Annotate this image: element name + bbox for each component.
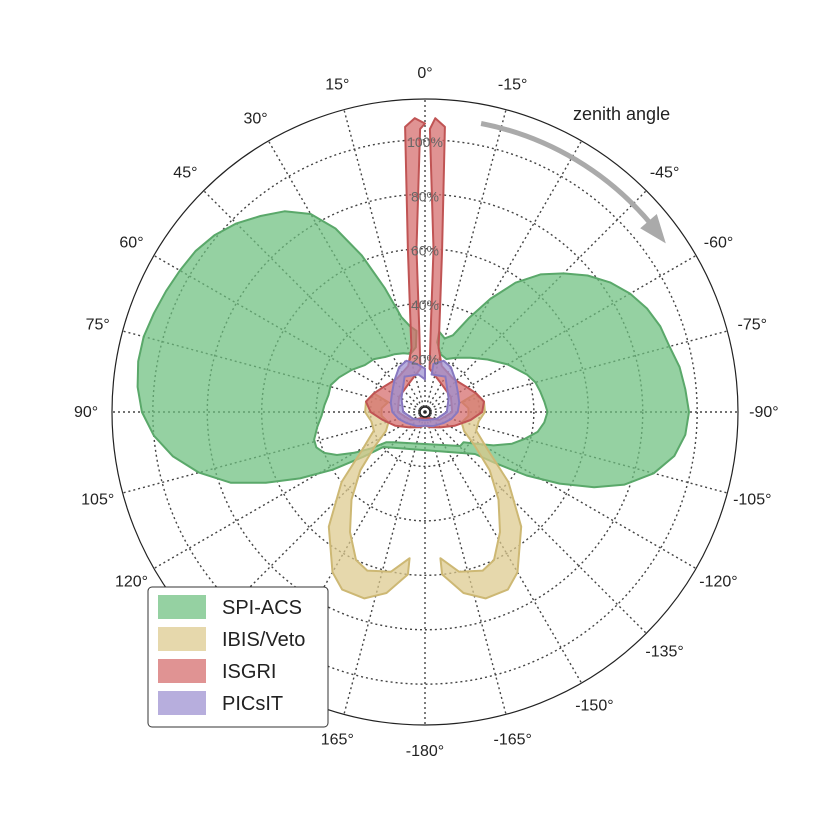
angle-tick-label: -45°	[650, 164, 680, 181]
angle-tick-label: 15°	[325, 77, 349, 94]
radial-tick-label: 80%	[411, 188, 439, 204]
grid-spoke	[153, 411, 426, 570]
angle-tick-label: 165°	[321, 731, 354, 748]
angle-tick-label: -60°	[704, 235, 734, 252]
legend-label: PICsIT	[222, 693, 283, 715]
outer-circle	[111, 98, 739, 726]
angle-tick-label: 0°	[417, 65, 432, 82]
angle-tick-label: 45°	[173, 164, 197, 181]
angle-tick-label: 105°	[81, 492, 114, 509]
angle-tick-label: -15°	[498, 77, 528, 94]
zenith-annotation: zenith angle	[480, 104, 670, 244]
legend-label: SPI-ACS	[222, 597, 302, 619]
zenith-arrow	[480, 121, 656, 229]
grid-spoke	[424, 109, 507, 413]
grid-spoke	[343, 109, 426, 413]
grid-spoke	[424, 140, 583, 413]
legend-label: IBIS/Veto	[222, 629, 305, 651]
legend-swatch	[158, 691, 206, 715]
legend-label: ISGRI	[222, 661, 276, 683]
angle-tick-label: 60°	[119, 235, 143, 252]
angle-tick-label: 120°	[115, 573, 148, 590]
grid-spoke	[424, 411, 507, 715]
angle-tick-label: -180°	[406, 743, 444, 760]
angle-tick-label: -90°	[749, 404, 779, 421]
angle-tick-label: -75°	[738, 316, 768, 333]
label-layer: 0° 15° -15° 30° 45° -45° 60° -60° 75° -75° 90° -90°…	[74, 65, 779, 760]
grid-circle	[152, 139, 698, 685]
zenith-angle-label: zenith angle	[573, 104, 670, 124]
legend-swatch	[158, 627, 206, 651]
angle-tick-label: -105°	[733, 492, 771, 509]
angle-tick-label: -165°	[493, 731, 531, 748]
series-picsit	[389, 359, 461, 428]
angle-tick-label: -135°	[645, 644, 683, 661]
grid-spoke	[424, 411, 697, 570]
angle-tick-label: -150°	[575, 698, 613, 715]
radial-tick-label: 60%	[411, 243, 439, 259]
legend-swatch	[158, 595, 206, 619]
legend: SPI-ACS IBIS/Veto ISGRI PICsIT	[147, 586, 329, 728]
legend-swatch	[158, 659, 206, 683]
angle-tick-label: 90°	[74, 404, 98, 421]
radial-tick-label: 20%	[411, 352, 439, 368]
radial-tick-label: 100%	[407, 134, 443, 150]
series-area	[389, 359, 461, 428]
grid-spoke	[343, 411, 426, 715]
angle-tick-label: -120°	[699, 573, 737, 590]
angle-tick-label: 30°	[243, 111, 267, 128]
radial-tick-label: 40%	[411, 297, 439, 313]
zenith-arrow-head	[640, 214, 666, 244]
series-area	[327, 392, 411, 600]
series-area	[439, 392, 523, 600]
series-layer	[136, 117, 690, 600]
grid-spoke	[424, 411, 647, 634]
series-ibis-veto	[327, 392, 523, 600]
angle-tick-label: 75°	[86, 316, 110, 333]
center-dot	[423, 410, 427, 414]
